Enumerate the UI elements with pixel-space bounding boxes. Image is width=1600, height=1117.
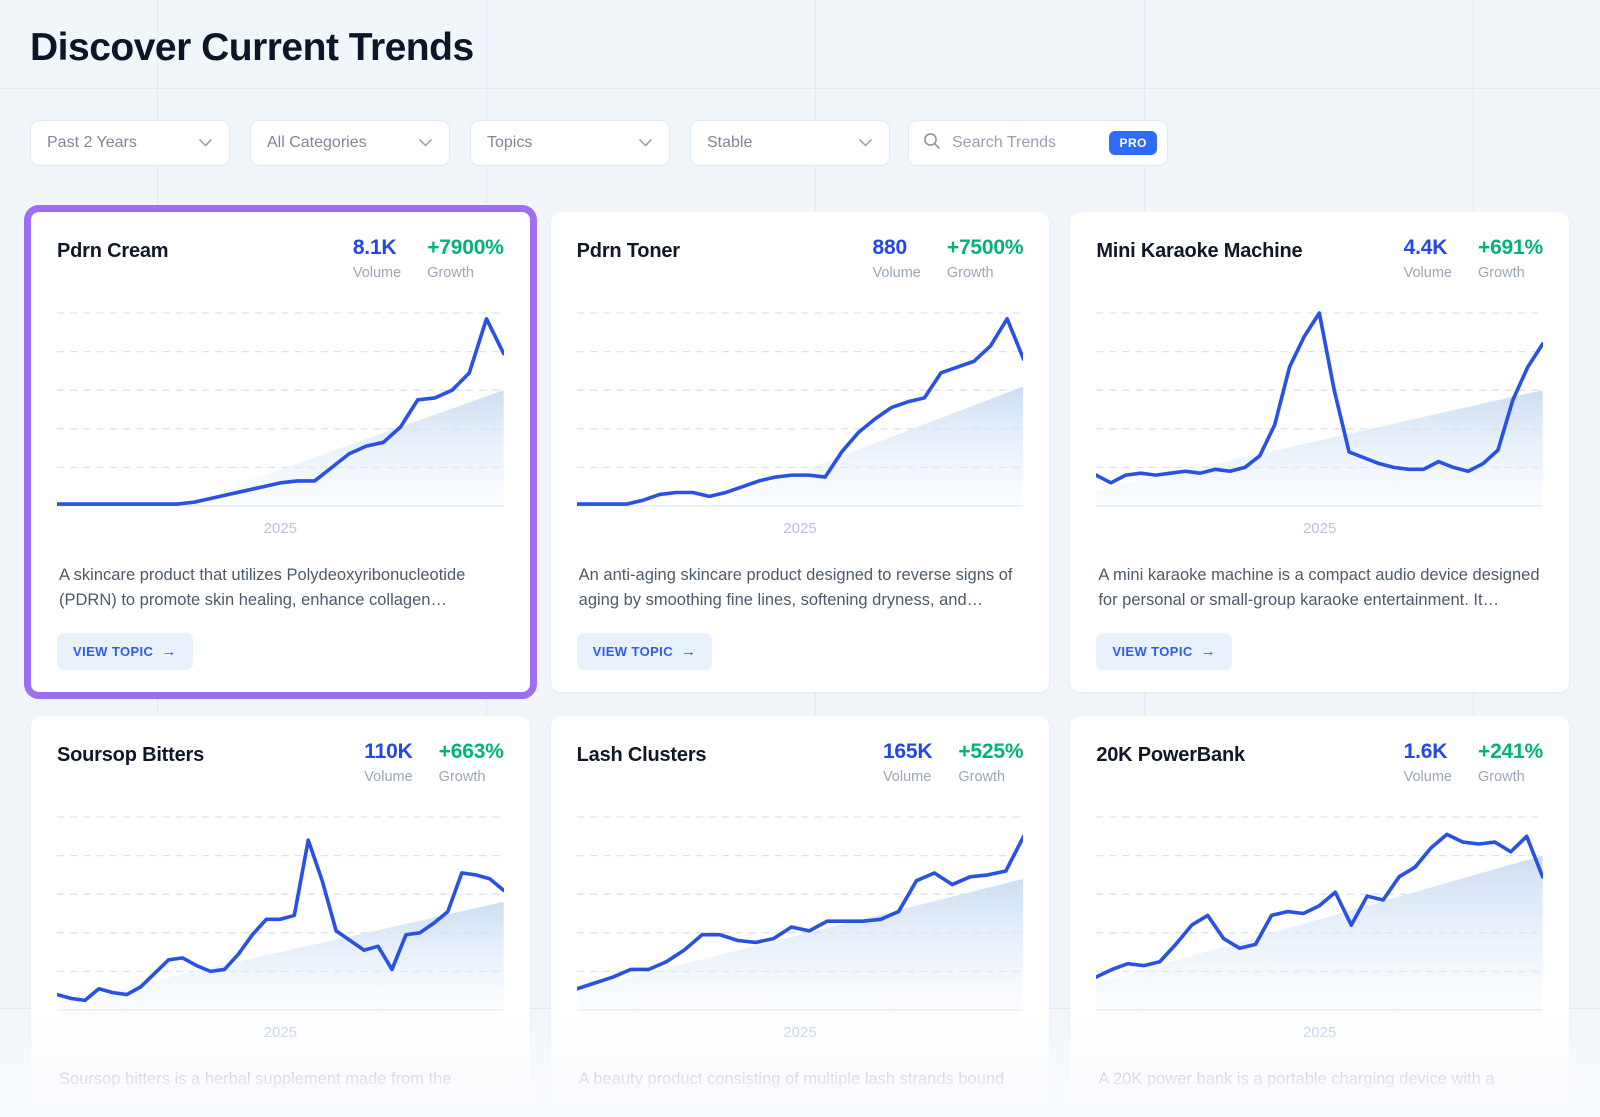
growth-label: Growth	[427, 265, 474, 281]
view-topic-button[interactable]: VIEW TOPIC →	[576, 632, 713, 670]
growth-value: +525%	[958, 740, 1024, 763]
filter-categories[interactable]: All Categories	[250, 120, 450, 166]
chevron-down-icon	[418, 134, 433, 152]
volume-value: 4.4K	[1403, 236, 1448, 259]
trend-stats: 1.6K Volume +241% Growth	[1403, 740, 1544, 785]
trend-line-chart	[576, 297, 1024, 512]
trend-title: 20K PowerBank	[1096, 744, 1245, 766]
chart-year-label: 2025	[783, 520, 817, 537]
chevron-down-icon	[198, 134, 213, 152]
pro-badge: PRO	[1109, 131, 1157, 155]
filter-trend-status-label: Stable	[707, 134, 753, 151]
filter-topics[interactable]: Topics	[470, 120, 670, 166]
volume-label: Volume	[352, 265, 402, 281]
trend-card-mini-karaoke-machine[interactable]: Mini Karaoke Machine 4.4K Volume +691% Gro…	[1070, 212, 1569, 692]
arrow-right-icon: →	[680, 642, 697, 660]
trend-description: A mini karaoke machine is a compact audi…	[1098, 566, 1540, 609]
chevron-down-icon	[858, 134, 873, 152]
search-icon	[923, 132, 941, 155]
trend-stats: 4.4K Volume +691% Growth	[1403, 236, 1544, 281]
trend-line-chart	[1096, 297, 1543, 512]
chart-year-label: 2025	[263, 1024, 298, 1041]
view-topic-button[interactable]: VIEW TOPIC →	[1096, 1111, 1233, 1117]
view-topic-button[interactable]: VIEW TOPIC →	[57, 632, 193, 670]
volume-value: 1.6K	[1403, 740, 1448, 763]
trend-title: Mini Karaoke Machine	[1096, 240, 1303, 262]
trend-stats: 8.1K Volume +7900% Growth	[353, 236, 504, 281]
volume-label: Volume	[364, 769, 413, 785]
filter-timeframe-label: Past 2 Years	[47, 134, 137, 151]
highlight-ring: Pdrn Cream 8.1K Volume +7900% Growth 2025 …	[24, 205, 537, 699]
filter-categories-label: All Categories	[267, 134, 367, 151]
volume-value: 880	[872, 236, 908, 259]
filter-bar: Past 2 Years All Categories Topics Stabl…	[30, 120, 1570, 166]
volume-label: Volume	[882, 769, 932, 785]
chart-year-label: 2025	[1302, 520, 1337, 537]
trend-title: Pdrn Toner	[576, 240, 680, 262]
chart-year-label: 2025	[783, 1024, 817, 1041]
arrow-right-icon: →	[161, 642, 177, 660]
trend-description: Soursop bitters is a herbal supplement m…	[59, 1070, 452, 1088]
view-topic-button[interactable]: VIEW TOPIC →	[576, 1111, 713, 1117]
volume-value: 8.1K	[352, 236, 397, 259]
search-trends-box[interactable]: PRO	[908, 120, 1168, 166]
volume-value: 110K	[364, 740, 413, 763]
search-input[interactable]	[950, 133, 1101, 153]
volume-value: 165K	[882, 740, 933, 763]
trend-title: Pdrn Cream	[57, 240, 169, 262]
trend-card-lash-clusters[interactable]: Lash Clusters 165K Volume +525% Growth 202…	[550, 716, 1050, 1117]
trend-line-chart	[57, 297, 504, 512]
volume-label: Volume	[1403, 265, 1452, 281]
trend-title: Soursop Bitters	[57, 744, 205, 766]
volume-label: Volume	[1403, 769, 1452, 785]
chart-year-label: 2025	[263, 520, 298, 537]
trend-cards-grid: Pdrn Cream 8.1K Volume +7900% Growth 2025 …	[0, 205, 1600, 1117]
trend-card-20k-powerbank[interactable]: 20K PowerBank 1.6K Volume +241% Growth 202…	[1070, 716, 1569, 1117]
growth-label: Growth	[958, 769, 1006, 785]
growth-label: Growth	[946, 265, 994, 281]
view-topic-label: VIEW TOPIC	[1112, 643, 1193, 659]
growth-value: +241%	[1478, 740, 1543, 763]
filter-topics-label: Topics	[487, 134, 533, 151]
growth-value: +691%	[1478, 236, 1543, 259]
trend-description: An anti-aging skincare product designed …	[578, 566, 1013, 609]
trend-description: A beauty product consisting of multiple …	[578, 1070, 1005, 1088]
trend-title: Lash Clusters	[576, 744, 707, 766]
trend-card-pdrn-cream[interactable]: Pdrn Cream 8.1K Volume +7900% Growth 2025 …	[31, 212, 530, 692]
growth-label: Growth	[1478, 769, 1525, 785]
trend-description: A skincare product that utilizes Polydeo…	[59, 566, 466, 609]
trend-description: A 20K power bank is a portable charging …	[1098, 1070, 1495, 1088]
trend-stats: 165K Volume +525% Growth	[882, 740, 1024, 785]
trend-stats: 880 Volume +7500% Growth	[873, 236, 1024, 281]
growth-value: +663%	[438, 740, 504, 763]
volume-label: Volume	[872, 265, 921, 281]
chart-year-label: 2025	[1302, 1024, 1337, 1041]
view-topic-label: VIEW TOPIC	[73, 643, 154, 659]
view-topic-label: VIEW TOPIC	[592, 643, 673, 659]
growth-label: Growth	[438, 769, 486, 785]
trend-card-soursop-bitters[interactable]: Soursop Bitters 110K Volume +663% Growth 2…	[31, 716, 530, 1117]
filter-timeframe[interactable]: Past 2 Years	[30, 120, 230, 166]
trend-card-pdrn-toner[interactable]: Pdrn Toner 880 Volume +7500% Growth 2025 A…	[550, 212, 1050, 692]
arrow-right-icon: →	[1200, 642, 1217, 660]
trend-line-chart	[57, 801, 504, 1016]
view-topic-button[interactable]: VIEW TOPIC →	[1096, 632, 1233, 670]
chevron-down-icon	[638, 134, 653, 152]
growth-value: +7900%	[427, 236, 504, 259]
growth-label: Growth	[1478, 265, 1525, 281]
page-title: Discover Current Trends	[30, 26, 474, 69]
trend-stats: 110K Volume +663% Growth	[364, 740, 504, 785]
filter-trend-status[interactable]: Stable	[690, 120, 890, 166]
trend-line-chart	[576, 801, 1024, 1016]
growth-value: +7500%	[946, 236, 1024, 259]
trend-line-chart	[1096, 801, 1543, 1016]
view-topic-button[interactable]: VIEW TOPIC →	[57, 1111, 193, 1117]
